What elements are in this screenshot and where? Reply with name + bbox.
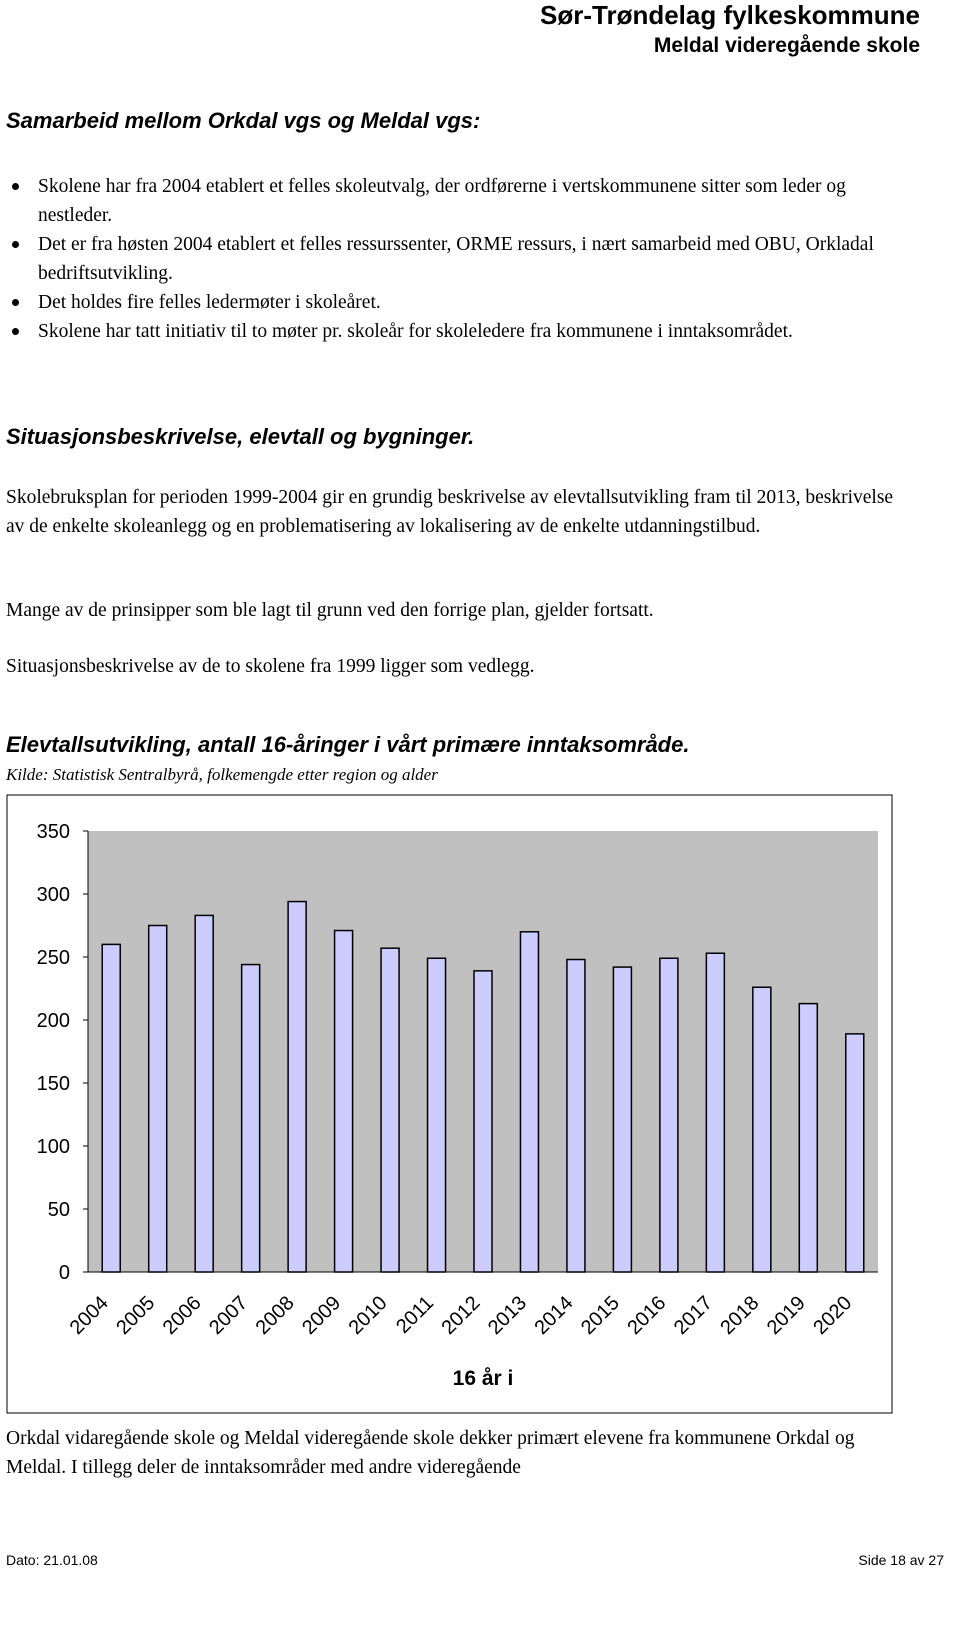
bar [473, 970, 493, 1273]
header-title: Sør-Trøndelag fylkeskommune [540, 0, 920, 30]
bar [798, 1002, 819, 1273]
bar [333, 929, 354, 1273]
bullet-item: Det er fra høsten 2004 etablert et felle… [6, 230, 906, 288]
y-tick-label: 250 [37, 947, 70, 969]
header-subtitle: Meldal videregående skole [653, 34, 920, 57]
y-tick-label: 50 [48, 1199, 70, 1221]
bar [566, 958, 586, 1273]
bar [147, 924, 168, 1273]
y-tick-label: 150 [37, 1073, 70, 1095]
bullet-item: Skolene har tatt initiativ til to møter … [6, 317, 906, 346]
section-heading: Samarbeid mellom Orkdal vgs og Meldal vg… [6, 108, 481, 133]
y-tick-label: 300 [37, 884, 70, 906]
paragraph: Skolebruksplan for perioden 1999-2004 gi… [6, 487, 894, 537]
paragraph: Orkdal vidaregående skole og Meldal vide… [6, 1428, 855, 1478]
bullet-item: Skolene har fra 2004 etablert et felles … [6, 172, 906, 230]
x-axis-label: 16 år i [453, 1367, 514, 1390]
bar [194, 914, 214, 1273]
bar [752, 986, 772, 1273]
chart-heading: Elevtallsutvikling, antall 16-åringer i … [6, 732, 690, 757]
bullet-item: Det holdes fire felles ledermøter i skol… [6, 288, 906, 317]
footer-date: Dato: 21.01.08 [6, 1552, 98, 1568]
footer-page: Side 18 av 27 [858, 1552, 944, 1568]
bullet-list: Skolene har fra 2004 etablert et felles … [6, 172, 906, 346]
bar [380, 947, 400, 1273]
section-heading: Situasjonsbeskrivelse, elevtall og bygni… [6, 424, 475, 449]
bar [240, 963, 261, 1273]
paragraph: Mange av de prinsipper som ble lagt til … [6, 600, 654, 621]
y-tick-label: 100 [37, 1136, 70, 1158]
bar [659, 957, 679, 1273]
y-tick-label: 200 [37, 1010, 70, 1032]
bar [519, 931, 540, 1273]
bar [705, 952, 726, 1273]
chart-source: Kilde: Statistisk Sentralbyrå, folkemeng… [6, 765, 438, 784]
bar [426, 957, 447, 1273]
bar [101, 943, 121, 1273]
bar [287, 900, 307, 1273]
y-tick-label: 350 [37, 821, 70, 843]
bar [612, 966, 633, 1273]
bar [845, 1033, 865, 1273]
paragraph: Situasjonsbeskrivelse av de to skolene f… [6, 656, 535, 677]
y-tick-label: 0 [59, 1262, 70, 1284]
